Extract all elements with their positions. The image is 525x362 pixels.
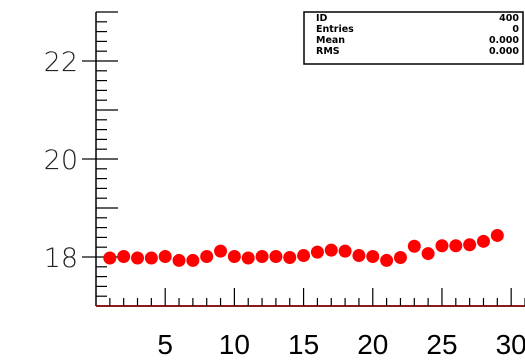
x-tick-label: 10 <box>219 329 250 360</box>
stats-label: ID <box>316 13 328 24</box>
stats-box-frame <box>303 11 524 65</box>
data-point <box>131 251 145 265</box>
data-point <box>200 250 214 264</box>
data-point <box>241 251 255 265</box>
data-point <box>407 239 421 253</box>
stats-box: ID 400 Entries 0 Mean 0.000 RMS 0.000 <box>303 11 524 65</box>
data-point <box>366 250 380 264</box>
x-tick-label: 25 <box>426 329 457 360</box>
data-points <box>103 228 504 267</box>
x-tick-label: 15 <box>288 329 319 360</box>
data-point <box>144 251 158 265</box>
stats-label: Mean <box>316 35 345 46</box>
stats-value: 0.000 <box>489 35 519 46</box>
data-point <box>283 250 297 264</box>
data-point <box>352 249 366 263</box>
y-tick-label: 18 <box>44 243 78 274</box>
data-point <box>227 250 241 264</box>
data-point <box>158 250 172 264</box>
data-point <box>117 250 131 264</box>
data-point <box>490 228 504 242</box>
data-point <box>449 239 463 253</box>
x-axis-ticks: 5 10 15 20 25 30 <box>109 288 525 360</box>
data-point <box>186 253 200 267</box>
data-point <box>297 249 311 263</box>
x-tick-label: 5 <box>157 329 173 360</box>
data-point <box>463 238 477 252</box>
data-point <box>103 251 117 265</box>
x-tick-label: 30 <box>496 329 525 360</box>
stats-label: RMS <box>316 46 340 57</box>
stats-value: 0 <box>512 24 519 35</box>
stats-value: 400 <box>499 13 519 24</box>
data-point <box>269 250 283 264</box>
data-point <box>393 250 407 264</box>
data-point <box>476 234 490 248</box>
data-point <box>338 244 352 258</box>
stats-value: 0.000 <box>489 46 519 57</box>
data-point <box>324 243 338 257</box>
stats-label: Entries <box>316 24 354 35</box>
x-tick-label: 20 <box>357 329 388 360</box>
data-point <box>435 239 449 253</box>
data-point <box>214 244 228 258</box>
y-tick-label: 20 <box>44 145 78 176</box>
data-point <box>380 253 394 267</box>
y-axis-ticks: 18 20 22 <box>44 11 118 297</box>
y-tick-label: 22 <box>44 47 78 78</box>
data-point <box>255 250 269 264</box>
data-point <box>421 247 435 261</box>
data-point <box>172 253 186 267</box>
data-point <box>310 245 324 259</box>
